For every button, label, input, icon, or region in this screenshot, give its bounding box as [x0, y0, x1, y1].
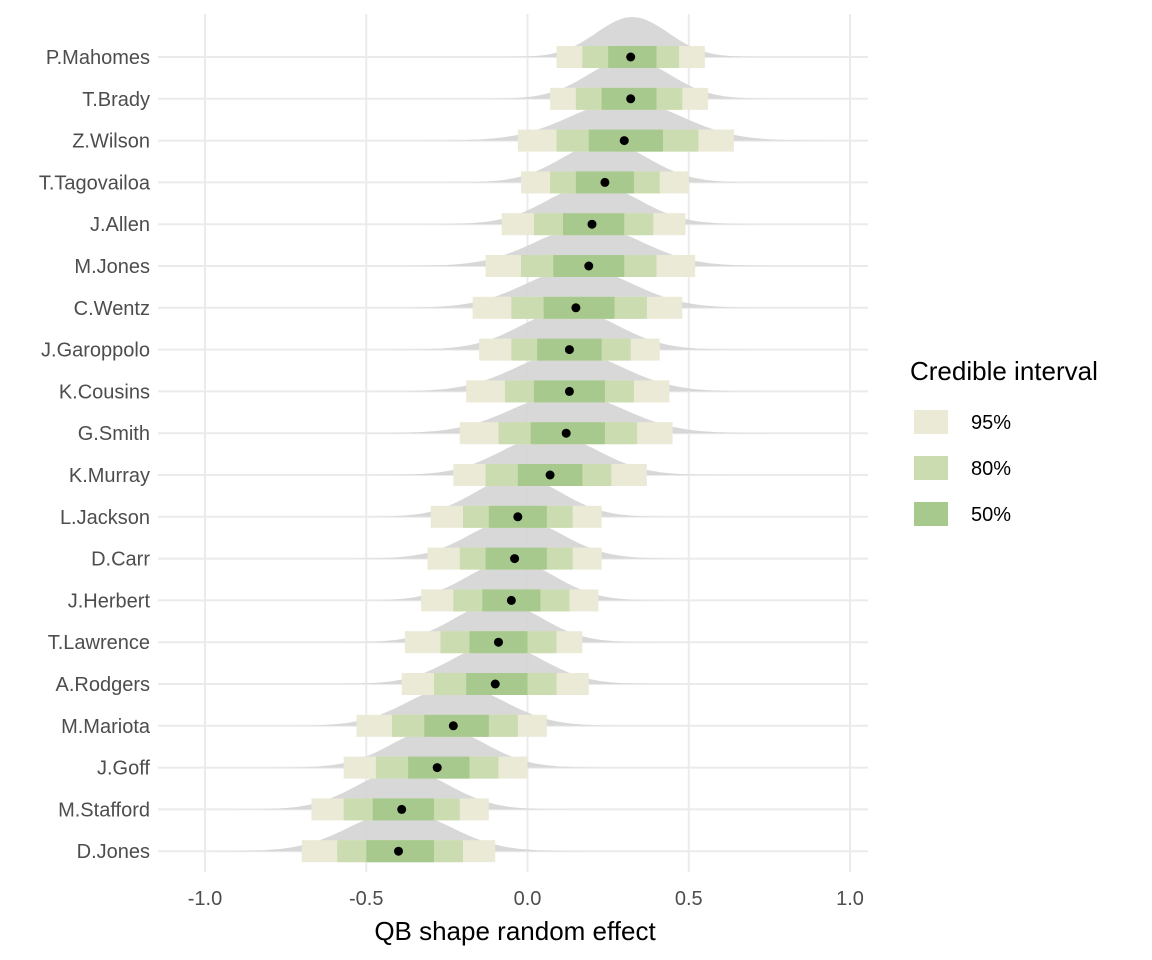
player-label: Z.Wilson — [72, 131, 150, 153]
density-curve — [405, 100, 846, 141]
median-point — [564, 345, 574, 355]
player-label: T.Brady — [82, 89, 150, 111]
player-label: A.Rodgers — [56, 674, 151, 696]
density-curve — [368, 267, 790, 308]
density-curve — [359, 351, 780, 392]
legend-swatch — [914, 502, 948, 526]
density-curve — [315, 644, 679, 684]
player-label: J.Goff — [97, 758, 150, 780]
density-curve — [339, 560, 684, 601]
median-point — [626, 52, 636, 62]
median-point — [545, 470, 555, 480]
player-label: T.Lawrence — [48, 632, 150, 654]
density-curve — [432, 142, 777, 183]
median-point — [584, 261, 594, 271]
density-curve — [345, 476, 690, 517]
median-point — [490, 679, 500, 689]
legend-title: Credible interval — [910, 356, 1098, 386]
median-points — [394, 52, 636, 856]
player-label: M.Stafford — [58, 799, 150, 821]
median-point — [394, 846, 403, 856]
legend-swatch — [914, 456, 948, 480]
x-tick-label: -1.0 — [188, 888, 222, 910]
median-point — [600, 177, 610, 187]
median-point — [506, 595, 516, 605]
player-label: G.Smith — [78, 423, 150, 445]
player-label: M.Mariota — [61, 716, 151, 738]
density-curve — [358, 435, 742, 475]
median-point — [510, 554, 520, 564]
player-label: J.Garoppolo — [41, 340, 150, 362]
median-point — [448, 721, 458, 731]
median-point — [619, 136, 629, 146]
median-point — [432, 763, 442, 773]
density-curve — [326, 602, 671, 643]
player-labels: P.Mahomes T.Brady Z.Wilson T.Tagovailoa J.Al… — [39, 47, 151, 863]
density-curve — [347, 393, 788, 434]
median-point — [561, 428, 571, 438]
legend-swatch — [914, 410, 948, 434]
x-tick-label: 0.5 — [675, 888, 703, 910]
density-curve — [488, 17, 776, 57]
density-curve — [378, 309, 761, 350]
median-point — [626, 94, 636, 104]
density-curve — [199, 811, 601, 852]
median-point — [587, 219, 597, 229]
x-tick-label: -0.5 — [349, 888, 383, 910]
density-curve — [378, 226, 800, 266]
density-curve — [411, 184, 776, 225]
player-label: K.Murray — [69, 465, 150, 487]
median-point — [397, 804, 407, 814]
legend-label: 95% — [971, 412, 1011, 434]
x-tick-label: 0.0 — [514, 888, 542, 910]
player-label: D.Jones — [77, 841, 150, 863]
x-axis-title: QB shape random effect — [374, 916, 656, 946]
density-curve — [257, 727, 621, 768]
density-curves — [199, 17, 846, 852]
density-curve — [466, 58, 792, 99]
player-label: L.Jackson — [60, 507, 150, 529]
density-curve — [334, 518, 698, 559]
median-point — [513, 512, 523, 522]
legend: Credible interval 95% 80% 50% — [910, 356, 1098, 526]
density-curve — [265, 685, 648, 726]
player-label: M.Jones — [74, 256, 150, 278]
player-label: D.Carr — [91, 549, 150, 571]
median-point — [564, 386, 574, 396]
legend-label: 80% — [971, 458, 1011, 480]
player-label: C.Wentz — [74, 298, 150, 320]
density-curve — [221, 769, 585, 810]
player-label: T.Tagovailoa — [39, 172, 151, 194]
median-point — [493, 637, 503, 647]
legend-label: 50% — [971, 504, 1011, 526]
x-axis-ticks: -1.0 -0.5 0.0 0.5 1.0 — [188, 888, 864, 910]
player-label: K.Cousins — [59, 381, 150, 403]
player-label: J.Herbert — [68, 590, 151, 612]
x-tick-label: 1.0 — [836, 888, 864, 910]
player-label: P.Mahomes — [46, 47, 150, 69]
median-point — [571, 303, 581, 313]
player-label: J.Allen — [90, 214, 150, 236]
